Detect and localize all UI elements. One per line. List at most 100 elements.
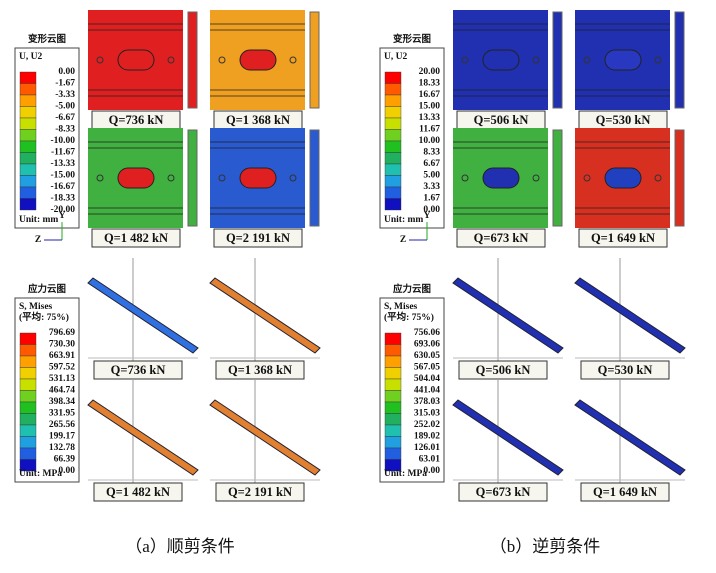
legend-component: S, Mises	[19, 302, 53, 312]
panel-caption: （b）逆剪条件	[490, 537, 601, 556]
bolt	[218, 174, 226, 182]
beam	[209, 399, 321, 476]
legend-value: 20.00	[419, 67, 441, 77]
legend-swatch	[384, 186, 402, 199]
case-label-box	[93, 482, 183, 502]
legend-swatch	[19, 83, 37, 96]
legend-value: 15.00	[419, 102, 441, 112]
legend-swatch	[19, 401, 37, 414]
plate-hole	[482, 49, 520, 71]
legend-swatch	[384, 140, 402, 153]
case-label: Q=1 649 kN	[591, 231, 655, 245]
legend-swatch	[384, 117, 402, 130]
legend-swatch	[384, 447, 402, 460]
legend-value: 11.67	[419, 125, 440, 135]
legend-value: 16.67	[419, 90, 441, 100]
case-label-box	[458, 482, 548, 502]
legend-average: (平均: 75%)	[384, 311, 434, 323]
legend-component: U, U2	[19, 52, 42, 62]
case-label: Q=2 191 kN	[226, 231, 290, 245]
legend-value: 3.33	[423, 182, 440, 192]
case-label: Q=736 kN	[109, 113, 164, 127]
bolt	[654, 174, 662, 182]
legend-swatch	[384, 175, 402, 188]
legend-swatch	[384, 367, 402, 380]
beam	[209, 277, 321, 354]
case-label: Q=2 191 kN	[228, 485, 292, 499]
case-label-box	[213, 228, 303, 248]
legend-value: -5.00	[55, 102, 75, 112]
legend-value: 0.00	[58, 67, 75, 77]
legend-value: 663.91	[49, 351, 75, 361]
plate-side	[552, 11, 563, 109]
plate-hole	[604, 167, 642, 189]
legend-value: -8.33	[55, 125, 75, 135]
plate-side	[309, 11, 320, 109]
bolt	[461, 56, 469, 64]
bolt	[289, 56, 297, 64]
beam	[452, 399, 564, 476]
plate-side	[674, 11, 685, 109]
bolt	[218, 56, 226, 64]
plate-hole	[117, 49, 155, 71]
legend-value: 18.33	[419, 79, 441, 89]
bolt	[583, 174, 591, 182]
case-label-box	[458, 360, 548, 380]
legend-value: -1.67	[55, 79, 75, 89]
legend-value: 66.39	[54, 455, 76, 465]
legend-title: 应力云图	[393, 283, 431, 295]
bolt	[461, 174, 469, 182]
legend-swatch	[384, 71, 402, 84]
legend-title: 变形云图	[393, 33, 431, 45]
case-label-box	[215, 482, 305, 502]
legend-swatch	[19, 152, 37, 165]
case-label-box	[91, 228, 181, 248]
legend-value: -16.67	[50, 182, 75, 192]
legend-swatch	[19, 71, 37, 84]
legend-swatch	[19, 447, 37, 460]
legend-value: 0.00	[423, 205, 440, 215]
plate-side	[309, 129, 320, 227]
legend-swatch	[19, 390, 37, 403]
plate-side	[552, 129, 563, 227]
beam	[87, 277, 199, 354]
legend-swatch	[384, 83, 402, 96]
legend-value: 13.33	[419, 113, 441, 123]
legend-unit: Unit: mm	[19, 215, 58, 225]
legend-unit: Unit: MPa	[19, 469, 62, 479]
legend-swatch	[384, 378, 402, 391]
case-label-box	[578, 228, 668, 248]
legend-value: 331.95	[49, 409, 75, 419]
plate-hole	[117, 167, 155, 189]
legend-swatch	[19, 163, 37, 176]
legend-value: -11.67	[51, 148, 75, 158]
beam	[452, 277, 564, 354]
legend-value: 126.01	[414, 443, 440, 453]
axis-z-label: Z	[400, 235, 406, 245]
plate-side	[187, 11, 198, 109]
legend-swatch	[19, 198, 37, 211]
legend-swatch	[384, 401, 402, 414]
legend-swatch	[384, 94, 402, 107]
bolt	[96, 56, 104, 64]
beam	[87, 399, 199, 476]
case-label-box	[456, 228, 546, 248]
axis-y-label: Y	[59, 211, 66, 221]
legend-unit: Unit: mm	[384, 215, 423, 225]
legend-swatch	[384, 413, 402, 426]
legend-swatch	[19, 94, 37, 107]
bolt	[96, 174, 104, 182]
legend-average: (平均: 75%)	[19, 311, 69, 323]
legend-value: 189.02	[414, 432, 440, 442]
legend-swatch	[19, 186, 37, 199]
legend-value: 464.74	[49, 386, 75, 396]
legend-swatch	[384, 129, 402, 142]
panel-caption: （a）顺剪条件	[125, 537, 235, 556]
legend-swatch	[384, 436, 402, 449]
legend-swatch	[19, 413, 37, 426]
legend-swatch	[19, 175, 37, 188]
legend-value: 378.03	[414, 397, 440, 407]
legend-swatch	[384, 459, 402, 472]
legend-value: -13.33	[50, 159, 75, 169]
